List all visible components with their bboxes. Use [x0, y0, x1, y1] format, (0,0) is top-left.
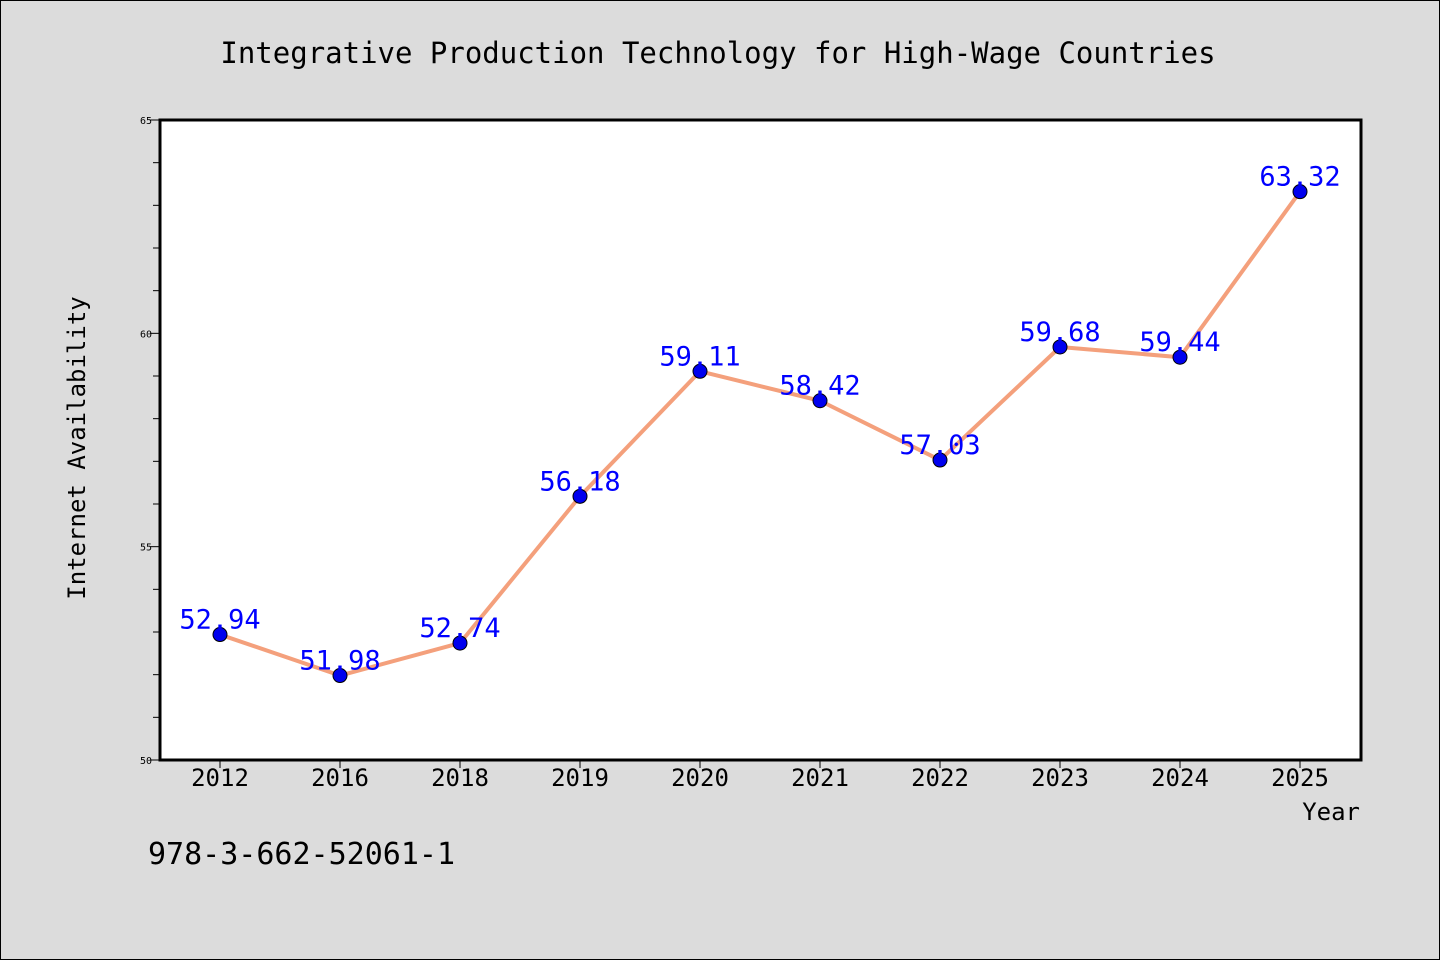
data-label: 59.11 — [659, 341, 740, 372]
y-axis: 50 55 60 65 — [140, 116, 160, 767]
data-point — [812, 393, 828, 409]
data-point — [332, 668, 348, 684]
y-tick-label: 65 — [140, 116, 152, 127]
data-point — [212, 627, 228, 643]
data-point — [1172, 349, 1188, 365]
data-label: 57.03 — [899, 430, 980, 461]
x-tick-label: 2025 — [1271, 764, 1329, 792]
data-point — [1292, 184, 1308, 200]
x-axis: 2012 2016 2018 2019 2020 2021 2022 2023 2024 2025 — [191, 760, 1329, 792]
x-tick-label: 2021 — [791, 764, 849, 792]
x-tick-label: 2018 — [431, 764, 489, 792]
data-point — [572, 488, 588, 504]
data-label: 52.74 — [419, 613, 500, 644]
x-tick-label: 2024 — [1151, 764, 1209, 792]
y-tick-label: 55 — [140, 543, 152, 554]
data-point — [1052, 339, 1068, 355]
x-tick-label: 2023 — [1031, 764, 1089, 792]
x-tick-label: 2016 — [311, 764, 369, 792]
y-axis-label: Internet Availability — [63, 296, 91, 599]
data-label: 58.42 — [779, 371, 860, 402]
data-point — [692, 363, 708, 379]
data-point — [452, 635, 468, 651]
plot-area — [158, 118, 1363, 762]
series-markers — [212, 184, 1308, 684]
data-label: 59.68 — [1019, 317, 1100, 348]
x-tick-label: 2012 — [191, 764, 249, 792]
data-labels: 52.94 51.98 52.74 56.18 59.11 58.42 57.03 59.68… — [179, 162, 1340, 677]
data-label: 52.94 — [179, 605, 260, 636]
data-label: 63.32 — [1259, 162, 1340, 193]
series-line — [219, 190, 1302, 678]
x-tick-label: 2020 — [671, 764, 729, 792]
chart-title: Integrative Production Technology for Hi… — [220, 36, 1215, 70]
y-tick-label: 60 — [140, 329, 152, 340]
x-axis-label: Year — [1302, 798, 1360, 826]
data-label: 51.98 — [299, 646, 380, 677]
y-tick-label: 50 — [140, 756, 152, 767]
x-tick-label: 2019 — [551, 764, 609, 792]
data-label: 56.18 — [539, 466, 620, 497]
x-tick-label: 2022 — [911, 764, 969, 792]
data-label: 59.44 — [1139, 327, 1220, 358]
footnote-isbn: 978-3-662-52061-1 — [148, 837, 455, 872]
data-point — [932, 452, 948, 468]
